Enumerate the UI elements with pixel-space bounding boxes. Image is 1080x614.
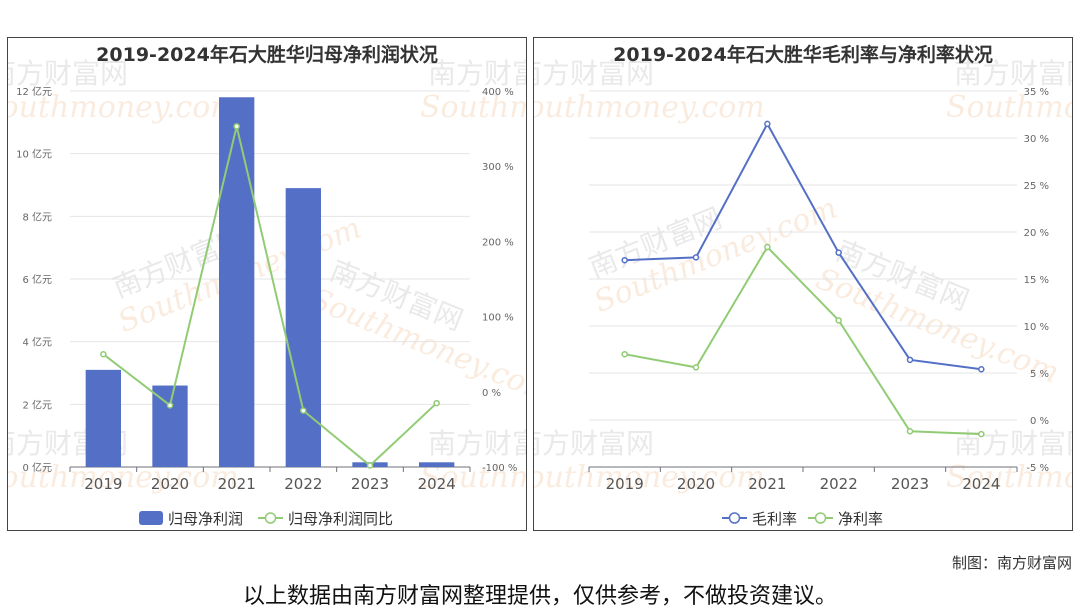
legend-marker-yoy — [264, 512, 277, 524]
y-axis-right-tick-label: 10 % — [1024, 322, 1049, 333]
y-axis-right-tick-label: 35 % — [1024, 87, 1049, 98]
series-line-yoy — [102, 126, 438, 467]
bar-net-profit-2020 — [152, 385, 188, 467]
watermark-text: 南方财富网 — [954, 427, 1073, 460]
watermark-layer: 南方财富网Southmoney.com南方财富网Southmoney.com南方… — [534, 57, 1073, 495]
y-axis-right-tick-label: 100 % — [482, 313, 514, 324]
bar-net-profit-2021 — [219, 97, 255, 467]
x-axis-tick-label: 2024 — [418, 475, 456, 493]
watermark-text: 南方财富网 — [428, 427, 527, 460]
y-axis-left-tick-label: 6 亿元 — [22, 273, 52, 286]
y-axis-left-tick-label: 12 亿元 — [16, 85, 52, 98]
legend-label-yoy: 归母净利润同比 — [288, 510, 393, 528]
x-axis-tick-label: 2021 — [218, 475, 256, 493]
legend-marker-gross-margin — [728, 512, 741, 524]
point-net-margin-2021 — [764, 243, 771, 251]
margin-chart: 南方财富网Southmoney.com南方财富网Southmoney.com南方… — [534, 57, 1073, 528]
watermark-text: 南方财富网 — [534, 57, 654, 90]
watermark-text: 南方财富网 — [954, 57, 1073, 90]
point-yoy-2022 — [300, 407, 307, 414]
net-profit-chart-panel: 南方财富网Southmoney.com南方财富网Southmoney.com南方… — [7, 37, 527, 531]
watermark-text: Southmoney.com — [8, 90, 239, 125]
x-axis-tick-label: 2022 — [284, 475, 322, 493]
point-gross-margin-2023 — [906, 356, 914, 364]
point-gross-margin-2019 — [621, 256, 628, 264]
y-axis-right-tick-label: 25 % — [1024, 181, 1049, 192]
net-profit-chart-title: 2019-2024年石大胜华归母净利润状况 — [96, 44, 438, 66]
margin-chart-title: 2019-2024年石大胜华毛利率与净利率状况 — [613, 44, 993, 66]
point-net-margin-2022 — [835, 317, 842, 324]
y-axis-right-tick-label: 15 % — [1024, 275, 1049, 286]
y-axis-right-tick-label: 400 % — [482, 87, 514, 98]
point-yoy-2021 — [233, 123, 240, 130]
series-line-gross-margin — [624, 121, 982, 371]
x-axis-tick-label: 2019 — [606, 475, 644, 493]
watermark-text: Southmoney.com — [420, 90, 527, 125]
margin-chart-panel: 南方财富网Southmoney.com南方财富网Southmoney.com南方… — [533, 37, 1073, 531]
point-yoy-2024 — [433, 399, 440, 407]
y-axis-right-tick-label: 0 % — [482, 388, 501, 399]
x-axis-tick-label: 2020 — [151, 475, 189, 493]
y-axis-left-tick-label: 10 亿元 — [16, 148, 52, 161]
y-axis-right-tick-label: -5 % — [1026, 463, 1049, 474]
watermark-text: Southmoney.com — [8, 460, 239, 495]
x-axis-tick-label: 2022 — [820, 475, 858, 493]
point-net-margin-2019 — [621, 350, 628, 358]
point-net-margin-2020 — [692, 364, 700, 371]
watermark-text: 南方财富网 — [534, 427, 654, 460]
bar-net-profit-2024 — [419, 462, 455, 467]
bar-net-profit-2022 — [285, 188, 321, 467]
x-axis-tick-label: 2019 — [84, 475, 122, 493]
watermark-text: Southmoney.com — [946, 90, 1073, 125]
y-axis-left-tick-label: 0 亿元 — [22, 461, 52, 474]
legend-label-gross-margin: 毛利率 — [752, 510, 797, 528]
y-axis-left-tick-label: 2 亿元 — [22, 398, 52, 411]
y-axis-left-tick-label: 4 亿元 — [22, 336, 52, 349]
point-net-margin-2024 — [978, 430, 985, 438]
point-gross-margin-2020 — [692, 254, 700, 261]
x-axis-tick-label: 2024 — [962, 475, 1000, 493]
y-axis-right-tick-label: 200 % — [482, 237, 514, 248]
y-axis-right-tick-label: 20 % — [1024, 228, 1049, 239]
x-axis-tick-label: 2020 — [677, 475, 715, 493]
watermark-text: Southmoney.com — [534, 460, 765, 495]
legend-swatch-net-profit — [139, 511, 163, 525]
net-profit-chart: 南方财富网Southmoney.com南方财富网Southmoney.com南方… — [8, 57, 527, 528]
point-gross-margin-2024 — [978, 365, 985, 373]
bar-net-profit-2019 — [85, 369, 121, 467]
point-yoy-2019 — [100, 350, 107, 358]
watermark-text: 南方财富网 — [428, 57, 527, 90]
x-axis-tick-label: 2023 — [351, 475, 389, 493]
x-axis-tick-label: 2023 — [891, 475, 929, 493]
y-axis-right-tick-label: -100 % — [482, 463, 517, 474]
watermark-text: 南方财富网 — [8, 57, 128, 90]
chart-source-credit: 制图：南方财富网 — [951, 554, 1072, 572]
y-axis-right-tick-label: 5 % — [1030, 369, 1049, 380]
point-gross-margin-2022 — [835, 249, 842, 256]
legend-label-net-profit: 归母净利润 — [168, 510, 243, 528]
data-disclaimer: 以上数据由南方财富网整理提供，仅供参考，不做投资建议。 — [242, 584, 837, 609]
point-gross-margin-2021 — [764, 120, 771, 128]
point-net-margin-2023 — [906, 428, 914, 435]
y-axis-right-tick-label: 0 % — [1030, 416, 1049, 427]
point-yoy-2020 — [166, 402, 174, 409]
y-axis-right-tick-label: 30 % — [1024, 134, 1049, 145]
legend-marker-net-margin — [814, 512, 827, 524]
legend-label-net-margin: 净利率 — [838, 510, 883, 528]
point-yoy-2023 — [366, 462, 374, 469]
y-axis-right-tick-label: 300 % — [482, 162, 514, 173]
watermark-text: Southmoney.com — [534, 90, 765, 125]
series-line-net-margin — [624, 245, 982, 436]
y-axis-left-tick-label: 8 亿元 — [22, 210, 52, 223]
x-axis-tick-label: 2021 — [748, 475, 786, 493]
watermark-text: Southmoney.com — [946, 460, 1073, 495]
